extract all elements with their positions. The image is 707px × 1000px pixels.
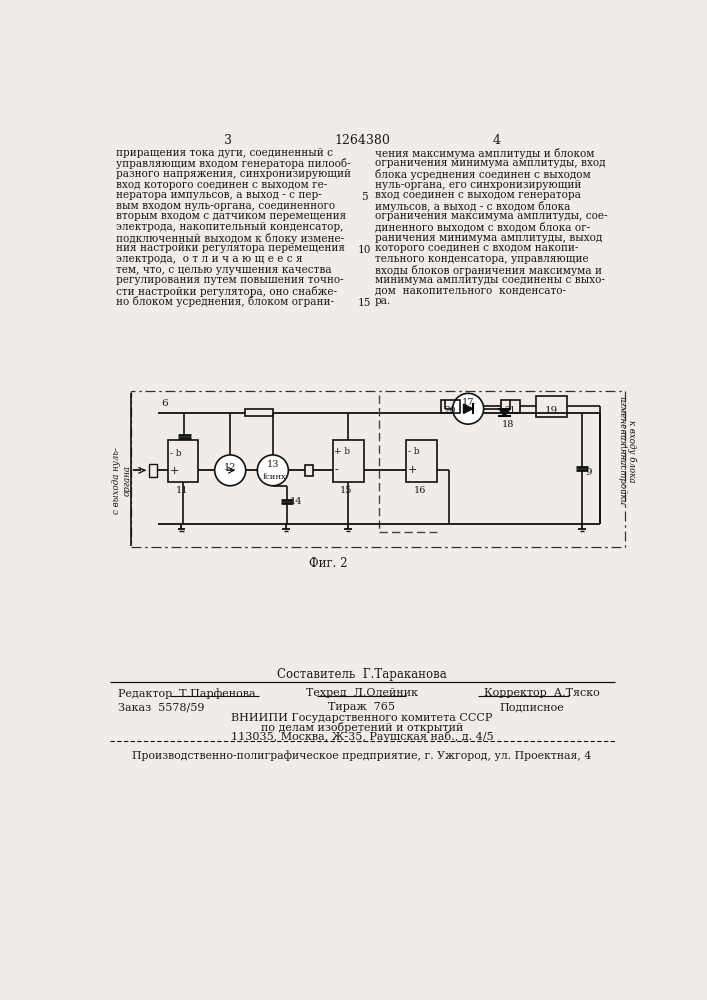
Text: но блоком усреднения, блоком ограни-: но блоком усреднения, блоком ограни- <box>115 296 334 307</box>
Text: минимума амплитуды соединены с выхо-: минимума амплитуды соединены с выхо- <box>375 275 605 285</box>
Text: нуль-органа, его синхронизирующий: нуль-органа, его синхронизирующий <box>375 180 581 190</box>
Bar <box>406 440 437 482</box>
Text: раничения минимума амплитуды, выход: раничения минимума амплитуды, выход <box>375 233 602 243</box>
Polygon shape <box>464 404 473 413</box>
Text: Составитель  Г.Тараканова: Составитель Г.Тараканова <box>277 668 447 681</box>
Bar <box>168 440 198 482</box>
Text: дом  накопительного  конденсато-: дом накопительного конденсато- <box>375 286 566 296</box>
Circle shape <box>215 455 246 486</box>
Text: 11: 11 <box>176 486 189 495</box>
Text: входы блоков ограничения максимума и: входы блоков ограничения максимума и <box>375 265 602 276</box>
Text: 10: 10 <box>358 245 371 255</box>
Text: +: + <box>408 465 417 475</box>
Text: Фиг. 2: Фиг. 2 <box>310 557 348 570</box>
Bar <box>149 464 156 477</box>
Text: 5: 5 <box>361 192 368 202</box>
Bar <box>332 440 363 482</box>
Text: с выхода нуль-
органа: с выхода нуль- органа <box>112 447 132 514</box>
Circle shape <box>452 393 484 424</box>
Text: 6: 6 <box>161 399 168 408</box>
Text: - b: - b <box>408 447 419 456</box>
Text: 21: 21 <box>505 406 516 415</box>
Text: Производственно-полиграфическое предприятие, г. Ужгород, ул. Проектная, 4: Производственно-полиграфическое предприя… <box>132 751 592 761</box>
Text: Заказ  5578/59: Заказ 5578/59 <box>118 702 204 712</box>
Text: подключенный выходом к блоку измене-: подключенный выходом к блоку измене- <box>115 233 344 244</box>
Text: Подписное: Подписное <box>499 702 564 712</box>
Text: - b: - b <box>170 449 182 458</box>
Bar <box>501 400 520 413</box>
Text: 20: 20 <box>445 406 456 415</box>
Text: 17: 17 <box>462 398 474 407</box>
Text: чения максимума амплитуды и блоком: чения максимума амплитуды и блоком <box>375 148 595 159</box>
Text: 13: 13 <box>267 460 279 469</box>
Circle shape <box>257 455 288 486</box>
Text: приращения тока дуги, соединенный с: приращения тока дуги, соединенный с <box>115 148 332 158</box>
Text: 16: 16 <box>414 486 426 495</box>
Text: 1264380: 1264380 <box>334 134 390 147</box>
Text: нератора импульсов, а выход - с пер-: нератора импульсов, а выход - с пер- <box>115 190 321 200</box>
Text: 4: 4 <box>493 134 501 147</box>
Text: 12: 12 <box>224 463 237 472</box>
Text: к входу блока
изменения\ннастройки: к входу блока изменения\ннастройки <box>617 396 637 506</box>
Text: блока усреднения соединен с выходом: блока усреднения соединен с выходом <box>375 169 591 180</box>
Text: электрода,  о т л и ч а ю щ е е с я: электрода, о т л и ч а ю щ е е с я <box>115 254 302 264</box>
Text: 15: 15 <box>358 298 371 308</box>
Text: по делам изобретений и открытий: по делам изобретений и открытий <box>261 722 463 733</box>
Text: 3: 3 <box>224 134 232 147</box>
Text: ра.: ра. <box>375 296 392 306</box>
Text: + b: + b <box>334 447 350 456</box>
Text: управляющим входом генератора пилооб-: управляющим входом генератора пилооб- <box>115 158 350 169</box>
Text: Тираж  765: Тираж 765 <box>329 702 395 712</box>
Text: ограничения минимума амплитуды, вход: ограничения минимума амплитуды, вход <box>375 158 606 168</box>
Text: 18: 18 <box>501 420 514 429</box>
Text: 9: 9 <box>585 468 592 477</box>
Bar <box>305 465 313 476</box>
Text: -: - <box>334 465 338 475</box>
Text: ВНИИПИ Государственного комитета СССР: ВНИИПИ Государственного комитета СССР <box>231 713 493 723</box>
Text: 113035, Москва, Ж-35, Раушская наб., д. 4/5: 113035, Москва, Ж-35, Раушская наб., д. … <box>230 731 493 742</box>
Bar <box>131 391 625 547</box>
Text: диненного выходом с входом блока ог-: диненного выходом с входом блока ог- <box>375 222 590 233</box>
Text: имульсов, а выход - с входом блока: имульсов, а выход - с входом блока <box>375 201 571 212</box>
Text: Редактор  Т.Парфенова: Редактор Т.Парфенова <box>118 688 255 699</box>
Text: вход которого соединен с выходом ге-: вход которого соединен с выходом ге- <box>115 180 327 190</box>
Text: тем, что, с целью улучшения качества: тем, что, с целью улучшения качества <box>115 265 331 275</box>
Text: регулирования путем повышения точно-: регулирования путем повышения точно- <box>115 275 343 285</box>
Text: сти настройки регулятора, оно снабже-: сти настройки регулятора, оно снабже- <box>115 286 337 297</box>
Text: вторым входом с датчиком перемещения: вторым входом с датчиком перемещения <box>115 211 346 221</box>
Text: ограничения максимума амплитуды, сое-: ограничения максимума амплитуды, сое- <box>375 211 607 221</box>
Bar <box>441 400 460 413</box>
Text: Корректор  А.Тяско: Корректор А.Тяско <box>484 688 600 698</box>
Text: которого соединен с входом накопи-: которого соединен с входом накопи- <box>375 243 578 253</box>
Polygon shape <box>499 409 510 416</box>
Text: Техред  Л.Олейник: Техред Л.Олейник <box>306 688 418 698</box>
Text: тельного конденсатора, управляющие: тельного конденсатора, управляющие <box>375 254 589 264</box>
Text: вым входом нуль-органа, соединенного: вым входом нуль-органа, соединенного <box>115 201 334 211</box>
Text: электрода, накопительный конденсатор,: электрода, накопительный конденсатор, <box>115 222 343 232</box>
Bar <box>535 396 566 417</box>
Text: fсинх: fсинх <box>263 473 286 481</box>
Text: разного напряжения, синхронизирующий: разного напряжения, синхронизирующий <box>115 169 351 179</box>
Text: 15: 15 <box>340 486 353 495</box>
Text: ния настройки регулятора перемещения: ния настройки регулятора перемещения <box>115 243 344 253</box>
Text: вход соединен с выходом генератора: вход соединен с выходом генератора <box>375 190 581 200</box>
Text: +: + <box>170 466 179 477</box>
Text: 14: 14 <box>290 497 303 506</box>
Bar <box>245 409 273 416</box>
Text: 19: 19 <box>545 406 558 415</box>
